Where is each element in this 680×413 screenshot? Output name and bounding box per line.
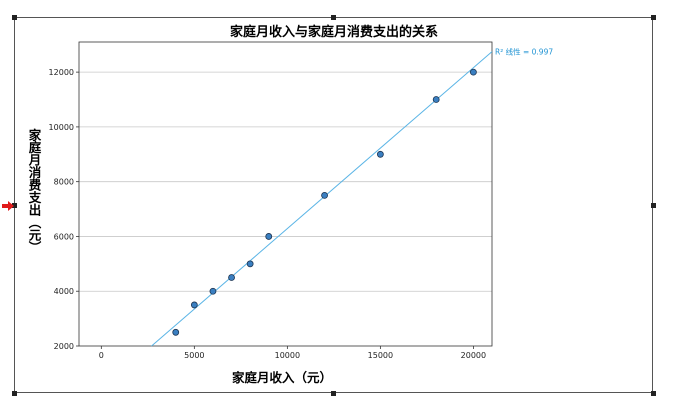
resize-handle-middle-left[interactable] bbox=[12, 203, 17, 208]
y-tick-label: 12000 bbox=[49, 68, 74, 77]
y-tick-label: 4000 bbox=[54, 287, 74, 296]
data-point bbox=[321, 191, 328, 199]
x-tick-label: 20000 bbox=[461, 351, 486, 360]
data-point bbox=[172, 328, 180, 336]
data-point bbox=[265, 233, 273, 240]
y-axis-title: 家庭月消费支出（元） bbox=[27, 128, 42, 254]
y-tick-label: 6000 bbox=[54, 232, 74, 241]
data-point bbox=[209, 287, 217, 295]
red-arrow-marker-icon bbox=[2, 201, 14, 211]
resize-handle-bottom-right[interactable] bbox=[651, 391, 656, 396]
data-point bbox=[246, 260, 254, 268]
resize-handle-top-left[interactable] bbox=[12, 15, 17, 20]
y-tick-label: 8000 bbox=[54, 178, 74, 187]
data-point bbox=[469, 68, 477, 76]
resize-handle-middle-right[interactable] bbox=[651, 203, 656, 208]
x-axis-title: 家庭月收入（元） bbox=[232, 370, 332, 385]
data-point bbox=[376, 150, 384, 158]
x-tick-label: 10000 bbox=[275, 351, 300, 360]
y-tick-label: 10000 bbox=[49, 123, 74, 132]
plot-area-border bbox=[78, 41, 493, 347]
resize-handle-bottom-middle[interactable] bbox=[331, 391, 336, 396]
data-point bbox=[228, 274, 235, 281]
fit-line bbox=[151, 51, 493, 347]
fit-line-label: R² 线性 = 0.997 bbox=[495, 47, 553, 57]
resize-handle-bottom-left[interactable] bbox=[12, 391, 17, 396]
data-point bbox=[432, 96, 440, 103]
x-tick-label: 15000 bbox=[368, 351, 393, 360]
y-tick-label: 2000 bbox=[54, 342, 74, 351]
resize-handle-top-middle[interactable] bbox=[331, 15, 336, 20]
resize-handle-top-right[interactable] bbox=[651, 15, 656, 20]
x-tick-label: 0 bbox=[99, 351, 104, 360]
chart-title: 家庭月收入与家庭月消费支出的关系 bbox=[230, 24, 438, 40]
x-tick-label: 5000 bbox=[184, 351, 204, 360]
data-point bbox=[190, 301, 198, 309]
